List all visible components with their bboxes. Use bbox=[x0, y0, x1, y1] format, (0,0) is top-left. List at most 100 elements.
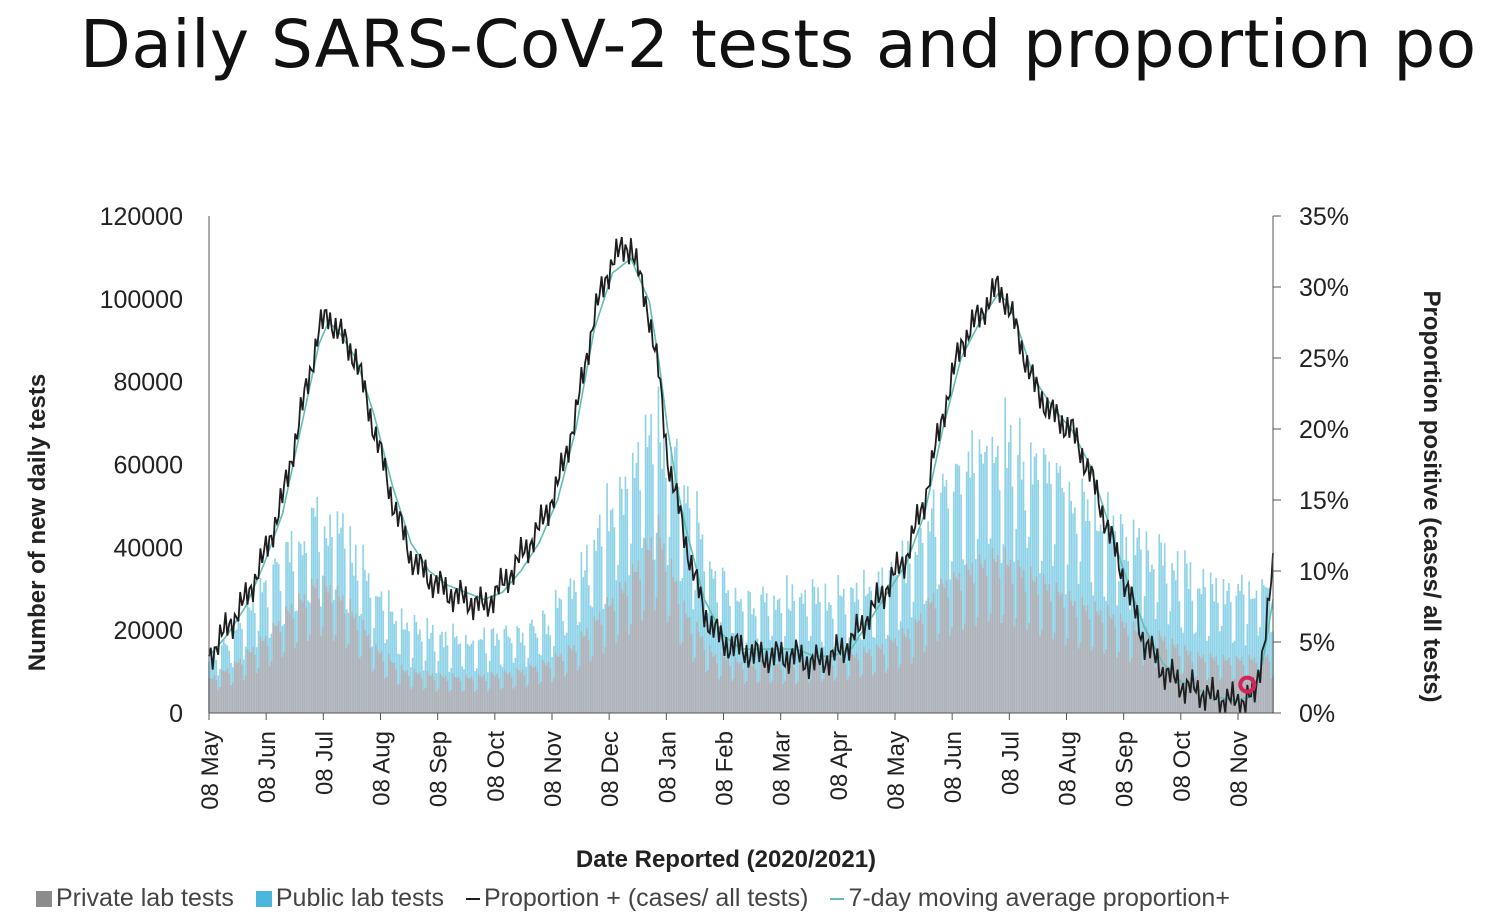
private-bar bbox=[334, 635, 337, 713]
private-bar bbox=[387, 653, 390, 713]
public-bar bbox=[1019, 418, 1021, 713]
private-bar bbox=[1193, 678, 1195, 713]
public-bar bbox=[775, 609, 777, 713]
private-bar bbox=[778, 662, 781, 713]
private-bar bbox=[1002, 615, 1005, 713]
private-bar bbox=[345, 647, 348, 713]
private-bar bbox=[217, 690, 219, 713]
private-bar bbox=[1072, 605, 1074, 713]
x-tick-label: 08 Mar bbox=[769, 731, 796, 806]
private-bar bbox=[912, 656, 915, 713]
private-bar bbox=[373, 668, 375, 713]
private-bar bbox=[1250, 659, 1252, 713]
public-bar bbox=[815, 604, 818, 713]
private-bar bbox=[556, 656, 559, 713]
private-bar bbox=[1270, 678, 1272, 713]
private-bar bbox=[639, 579, 641, 713]
private-bar bbox=[1097, 614, 1100, 713]
private-bar bbox=[740, 661, 742, 713]
private-bar bbox=[331, 603, 333, 713]
public-bar bbox=[1079, 561, 1082, 713]
private-bar bbox=[923, 652, 926, 713]
private-bar bbox=[1130, 657, 1133, 713]
private-bar bbox=[347, 644, 350, 713]
private-bar bbox=[241, 664, 243, 713]
private-bar bbox=[1152, 644, 1155, 713]
public-bar bbox=[751, 614, 753, 713]
private-bar bbox=[642, 610, 645, 713]
private-bar bbox=[448, 691, 451, 713]
public-bar bbox=[1063, 492, 1065, 713]
private-bar bbox=[863, 646, 865, 713]
private-bar bbox=[941, 584, 944, 713]
private-bar bbox=[624, 581, 627, 713]
public-bar bbox=[437, 660, 440, 713]
private-bar bbox=[848, 676, 851, 713]
private-bar bbox=[751, 665, 753, 713]
private-bar bbox=[892, 642, 895, 713]
private-bar bbox=[738, 664, 740, 713]
private-bar bbox=[703, 649, 706, 713]
public-bar bbox=[531, 619, 533, 713]
public-bar bbox=[714, 570, 717, 713]
private-bar bbox=[879, 649, 882, 713]
private-bar bbox=[666, 622, 669, 713]
private-bar bbox=[1195, 676, 1197, 713]
y-tick-label: 120000 bbox=[100, 203, 183, 231]
public-bar bbox=[417, 634, 419, 713]
private-bar bbox=[430, 675, 432, 713]
private-bar bbox=[1125, 622, 1128, 713]
public-bar bbox=[1204, 587, 1206, 713]
public-bar bbox=[1229, 602, 1232, 713]
private-bar bbox=[307, 640, 309, 713]
public-bar bbox=[1129, 609, 1131, 713]
cursor-marker bbox=[1238, 675, 1257, 694]
private-bar bbox=[1046, 590, 1049, 713]
legend-item-public: Public lab tests bbox=[255, 884, 444, 913]
public-bar bbox=[1169, 611, 1172, 713]
private-bar bbox=[558, 656, 561, 713]
private-bar bbox=[586, 628, 588, 713]
public-bar bbox=[740, 598, 742, 713]
public-bar bbox=[1231, 642, 1234, 713]
private-bar bbox=[646, 549, 649, 713]
public-bar bbox=[701, 534, 704, 713]
private-bar bbox=[521, 669, 524, 713]
public-bar bbox=[848, 637, 851, 713]
public-bar bbox=[817, 587, 819, 713]
public-bar bbox=[514, 657, 517, 713]
private-bar bbox=[995, 562, 997, 713]
public-bar bbox=[446, 645, 449, 713]
private-bar bbox=[1096, 611, 1098, 713]
private-bar bbox=[932, 592, 935, 713]
private-bar bbox=[1030, 566, 1032, 713]
private-bar bbox=[580, 631, 583, 713]
private-bar bbox=[516, 668, 519, 713]
private-bar bbox=[1006, 564, 1008, 713]
private-bar bbox=[571, 650, 574, 713]
y2-axis-ticks: 35% 30% 25% 20% 15% 10% 5% 0% bbox=[1273, 203, 1349, 728]
private-bar bbox=[890, 640, 893, 713]
x-tick-label: 08 Apr bbox=[826, 731, 853, 800]
x-tick-label: 08 Jul bbox=[311, 731, 338, 795]
public-bar bbox=[420, 641, 423, 713]
private-bar bbox=[582, 636, 585, 713]
x-tick-label: 08 Jan bbox=[654, 731, 681, 803]
private-bar bbox=[376, 650, 379, 713]
public-bar bbox=[498, 639, 500, 713]
private-bar bbox=[211, 679, 214, 713]
y2-tick-label: 10% bbox=[1299, 558, 1349, 586]
private-bar bbox=[978, 554, 981, 713]
private-bar bbox=[940, 579, 942, 713]
public-bar bbox=[708, 561, 711, 713]
private-bar bbox=[991, 547, 994, 713]
private-bar bbox=[395, 669, 397, 713]
private-bar bbox=[657, 515, 660, 713]
private-bar bbox=[609, 605, 612, 713]
private-bar bbox=[536, 671, 539, 713]
public-bar bbox=[1162, 565, 1164, 713]
private-bar bbox=[481, 677, 484, 713]
public-bar bbox=[758, 644, 761, 713]
x-tick-label: 08 Jul bbox=[997, 731, 1024, 795]
